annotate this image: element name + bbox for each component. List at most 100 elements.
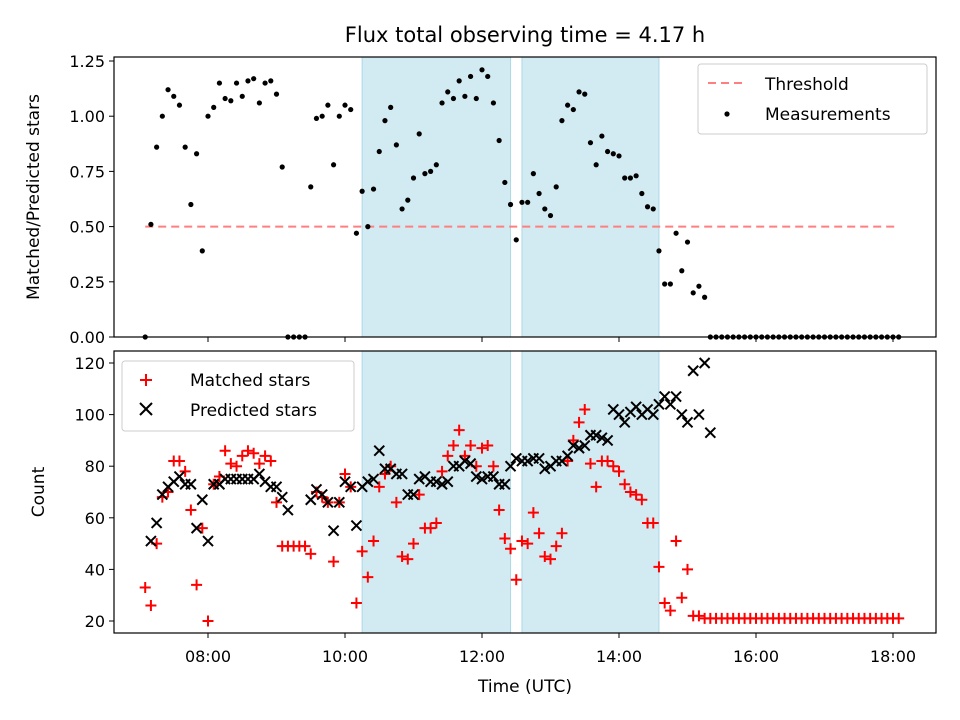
measurement-point bbox=[639, 190, 645, 197]
measurement-point bbox=[542, 206, 548, 212]
measurement-point bbox=[690, 290, 696, 296]
measurement-point bbox=[313, 115, 320, 122]
measurement-point bbox=[308, 184, 314, 190]
bottom-legend: Matched stars Predicted stars bbox=[121, 360, 355, 432]
matched-star-point bbox=[893, 612, 905, 624]
matched-star-point bbox=[539, 551, 551, 562]
matched-star-point bbox=[248, 447, 260, 459]
matched-star-point bbox=[413, 489, 425, 501]
matched-star-point bbox=[499, 532, 511, 544]
predicted-star-point bbox=[436, 478, 448, 490]
matched-star-point bbox=[624, 486, 636, 498]
measurement-point bbox=[171, 93, 177, 99]
predicted-star-point bbox=[579, 439, 591, 452]
bottom-ylabel: Count bbox=[29, 466, 49, 517]
measurement-point bbox=[182, 144, 188, 150]
matched-star-point bbox=[459, 450, 471, 462]
measurement-point bbox=[662, 281, 668, 287]
measurement-point bbox=[176, 102, 183, 108]
measurement-point bbox=[559, 118, 565, 124]
predicted-star-point bbox=[333, 496, 345, 509]
matched-star-point bbox=[219, 445, 231, 457]
matched-star-point bbox=[356, 545, 368, 557]
matched-star-point bbox=[373, 481, 385, 493]
measurement-point bbox=[370, 186, 377, 192]
measurement-point bbox=[633, 173, 639, 179]
measurement-point bbox=[239, 93, 245, 99]
predicted-star-point bbox=[185, 478, 197, 490]
measurement-point bbox=[587, 140, 594, 146]
top-panel: 0.00 0.25 0.50 0.75 1.00 1.25 Matched/Predict… bbox=[24, 52, 937, 347]
top-ytick-label: 0.50 bbox=[69, 218, 105, 237]
matched-star-point bbox=[253, 458, 265, 470]
matched-star-point bbox=[567, 434, 579, 446]
predicted-star-point bbox=[613, 408, 625, 421]
matched-star-point bbox=[653, 561, 665, 573]
matched-star-point bbox=[590, 481, 602, 493]
predicted-star-point bbox=[196, 494, 208, 506]
matched-star-point bbox=[185, 504, 197, 516]
shaded-interval-1 bbox=[361, 350, 512, 634]
measurement-point bbox=[593, 162, 599, 168]
measurement-point bbox=[553, 184, 559, 190]
matched-star-point bbox=[533, 527, 545, 539]
predicted-star-point bbox=[282, 504, 294, 516]
measurement-point bbox=[251, 76, 257, 82]
predicted-star-point bbox=[459, 455, 471, 467]
matched-star-point bbox=[328, 556, 340, 568]
matched-star-point bbox=[139, 581, 151, 593]
predicted-star-point bbox=[173, 470, 186, 483]
measurement-point bbox=[473, 95, 479, 102]
matched-star-point bbox=[487, 460, 499, 472]
measurement-point bbox=[513, 237, 519, 243]
measurement-point bbox=[205, 113, 211, 119]
xtick-label: 14:00 bbox=[596, 647, 642, 666]
top-ytick-label: 0.00 bbox=[69, 328, 105, 347]
legend-predicted-label: Predicted stars bbox=[190, 401, 317, 421]
measurement-point bbox=[450, 95, 457, 102]
top-ylabel: Matched/Predicted stars bbox=[24, 94, 44, 300]
measurement-point bbox=[462, 93, 468, 99]
matched-star-point bbox=[145, 600, 157, 612]
legend-predicted-swatch bbox=[139, 402, 153, 416]
top-ytick-label: 0.75 bbox=[69, 162, 105, 181]
measurement-point bbox=[325, 102, 331, 108]
matched-star-point bbox=[693, 610, 705, 622]
predicted-star-point bbox=[367, 473, 380, 485]
legend-matched-label: Matched stars bbox=[190, 371, 310, 391]
measurement-point bbox=[456, 78, 462, 84]
measurement-point bbox=[353, 230, 360, 236]
measurement-point bbox=[193, 151, 200, 157]
predicted-star-point bbox=[270, 481, 283, 493]
matched-star-point bbox=[379, 468, 391, 480]
xtick-label: 10:00 bbox=[322, 647, 368, 666]
measurement-point bbox=[610, 151, 616, 157]
predicted-star-point bbox=[504, 460, 517, 472]
predicted-star-point bbox=[499, 478, 511, 490]
bottom-ytick-label: 100 bbox=[74, 406, 105, 425]
matched-star-point bbox=[242, 445, 254, 457]
matched-star-point bbox=[173, 455, 185, 467]
matched-star-point bbox=[202, 615, 214, 627]
predicted-star-point bbox=[681, 416, 694, 429]
predicted-star-point bbox=[687, 365, 699, 377]
measurement-point bbox=[428, 168, 434, 174]
matched-star-point bbox=[482, 440, 494, 452]
bottom-panel-frame bbox=[113, 350, 937, 634]
matched-star-point bbox=[271, 496, 282, 508]
measurement-point bbox=[433, 162, 439, 168]
measurement-point bbox=[525, 199, 531, 205]
predicted-star-point bbox=[561, 450, 574, 462]
matched-star-point bbox=[579, 403, 591, 415]
predicted-star-point bbox=[150, 517, 163, 529]
legend-matched-swatch bbox=[140, 374, 152, 386]
measurement-point bbox=[536, 190, 542, 197]
predicted-star-point bbox=[362, 475, 374, 488]
predicted-star-point bbox=[658, 390, 671, 403]
measurement-point bbox=[222, 95, 228, 102]
matched-star-point bbox=[516, 535, 528, 547]
matched-star-point bbox=[505, 543, 517, 555]
measurement-point bbox=[576, 89, 582, 95]
measurement-point bbox=[622, 175, 628, 181]
